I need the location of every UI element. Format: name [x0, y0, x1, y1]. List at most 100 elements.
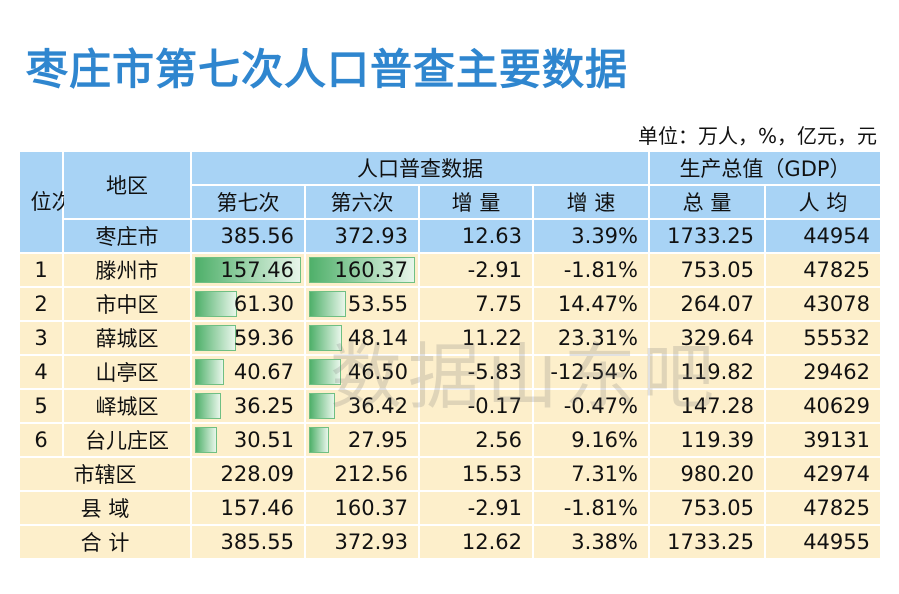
data-bar: [309, 291, 346, 317]
value-text: 55532: [803, 326, 870, 350]
value-cell: 40629: [764, 388, 882, 424]
data-bar: [195, 325, 237, 351]
data-bar: [309, 359, 342, 385]
header-cell: 第六次: [304, 184, 420, 220]
value-cell: 44954: [764, 218, 882, 254]
value-cell: 42974: [764, 456, 882, 492]
value-text: 36.25: [233, 394, 294, 418]
value-cell: 48.14: [304, 320, 420, 356]
table-row: 4 山亭区 40.67 46.50 -5.83 -12.54% 119.82 29462: [18, 354, 882, 390]
value-cell: 157.46: [190, 252, 306, 288]
value-cell: 160.37: [304, 490, 420, 526]
value-text: 23.31%: [557, 326, 638, 350]
value-cell: 55532: [764, 320, 882, 356]
data-bar: [195, 257, 301, 283]
value-text: 160.37: [334, 496, 408, 520]
value-cell: 160.37: [304, 252, 420, 288]
table-row: 1 滕州市 157.46 160.37 -2.91 -1.81% 753.05 47825: [18, 252, 882, 288]
value-text: -2.91: [467, 496, 522, 520]
header-text: 位次: [30, 190, 73, 214]
value-cell: 1733.25: [648, 218, 766, 254]
unit-note: 单位：万人，%，亿元，元: [637, 124, 877, 148]
value-text: 157.46: [220, 496, 294, 520]
value-text: 53.55: [347, 292, 408, 316]
table-row: 市辖区 228.09 212.56 15.53 7.31% 980.20 42974: [18, 456, 882, 492]
value-cell: 36.42: [304, 388, 420, 424]
value-text: 753.05: [680, 258, 754, 282]
value-text: 385.56: [220, 224, 294, 248]
header-cell: 地区: [62, 150, 192, 220]
data-bar: [195, 359, 224, 385]
value-text: 46.50: [347, 360, 408, 384]
value-text: 1733.25: [667, 530, 754, 554]
region-cell: 市中区: [62, 286, 192, 322]
header-row: 位次 地区 人口普查数据 生产总值（GDP）: [18, 150, 882, 254]
region-cell: 县 域: [18, 490, 192, 526]
value-text: 157.46: [220, 258, 294, 282]
value-cell: 119.39: [648, 422, 766, 458]
header-cell: 位次: [18, 150, 73, 254]
value-text: 212.56: [334, 462, 408, 486]
value-cell: -0.17: [418, 388, 534, 424]
value-text: 9.16%: [571, 428, 638, 452]
value-cell: 43078: [764, 286, 882, 322]
header-row: 第七次 第六次增 量增 速总 量人 均: [19, 184, 882, 220]
value-text: -0.17: [467, 394, 522, 418]
value-cell: 329.64: [648, 320, 766, 356]
value-cell: 59.36: [190, 320, 306, 356]
value-text: 44954: [803, 224, 870, 248]
value-cell: 753.05: [648, 490, 766, 526]
value-text: 48.14: [347, 326, 408, 350]
value-text: 12.63: [461, 224, 522, 248]
value-cell: 147.28: [648, 388, 766, 424]
value-cell: 40.67: [190, 354, 306, 390]
value-text: 119.82: [680, 360, 754, 384]
data-bar: [195, 393, 221, 419]
value-text: -5.83: [467, 360, 522, 384]
value-cell: 372.93: [304, 218, 420, 254]
value-text: 40.67: [233, 360, 294, 384]
value-cell: 39131: [764, 422, 882, 458]
value-text: 7.31%: [571, 462, 638, 486]
value-cell: 23.31%: [532, 320, 650, 356]
value-cell: 36.25: [190, 388, 306, 424]
value-cell: -1.81%: [532, 490, 650, 526]
value-text: 44955: [803, 530, 870, 554]
rank-cell: 4: [18, 354, 64, 390]
value-cell: 11.22: [418, 320, 534, 356]
value-cell: -0.47%: [532, 388, 650, 424]
value-cell: 47825: [764, 252, 882, 288]
header-cell: 人 均: [764, 184, 882, 220]
value-cell: 1733.25: [648, 524, 766, 560]
value-text: -0.47%: [563, 394, 638, 418]
value-text: 14.47%: [557, 292, 638, 316]
value-cell: 980.20: [648, 456, 766, 492]
value-text: 3.38%: [571, 530, 638, 554]
value-cell: -1.81%: [532, 252, 650, 288]
value-text: 329.64: [680, 326, 754, 350]
rank-cell: 6: [18, 422, 64, 458]
value-cell: 385.56: [190, 218, 306, 254]
value-cell: -2.91: [418, 252, 534, 288]
data-table: 位次 地区 人口普查数据 生产总值（GDP） 第七次 第六次增 量增 速总 量人 均枣庄市…: [18, 150, 882, 560]
rank-cell: 2: [18, 286, 64, 322]
value-cell: 15.53: [418, 456, 534, 492]
region-cell: 薛城区: [62, 320, 192, 356]
value-cell: 3.39%: [532, 218, 650, 254]
value-cell: 12.62: [418, 524, 534, 560]
value-text: 119.39: [680, 428, 754, 452]
region-cell: 台儿庄区: [62, 422, 192, 458]
table-row: 3 薛城区 59.36 48.14 11.22 23.31% 329.64 55532: [18, 320, 882, 356]
data-bar: [309, 325, 343, 351]
value-cell: 7.31%: [532, 456, 650, 492]
value-text: 39131: [803, 428, 870, 452]
value-text: 47825: [803, 258, 870, 282]
value-cell: 46.50: [304, 354, 420, 390]
value-text: 29462: [803, 360, 870, 384]
value-cell: 3.38%: [532, 524, 650, 560]
header-cell: 生产总值（GDP）: [648, 150, 882, 186]
value-text: 43078: [803, 292, 870, 316]
data-bar: [195, 291, 238, 317]
value-cell: 44955: [764, 524, 882, 560]
